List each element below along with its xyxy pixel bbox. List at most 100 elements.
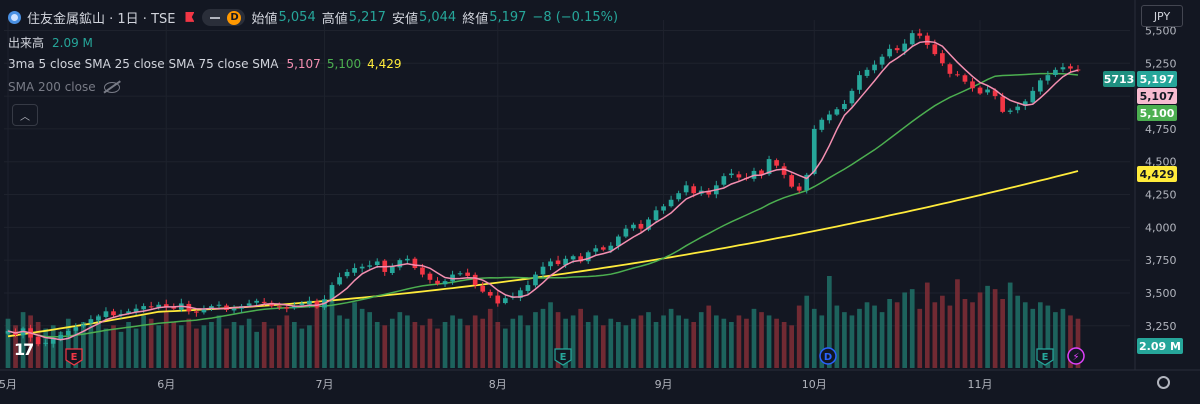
sma200-legend[interactable]: SMA 200 close bbox=[8, 80, 120, 94]
dividend-marker bbox=[819, 347, 837, 365]
high-label: 高値 bbox=[321, 12, 348, 27]
eye-hidden-icon[interactable] bbox=[103, 81, 120, 93]
candle-body bbox=[608, 245, 614, 251]
volume-bar bbox=[962, 299, 968, 368]
candle-body bbox=[216, 304, 222, 306]
volume-bar bbox=[653, 322, 659, 368]
split-marker bbox=[1067, 347, 1085, 365]
volume-bar bbox=[1000, 299, 1005, 368]
volume-bar bbox=[1045, 305, 1051, 368]
tradingview-logo-icon[interactable]: 17 bbox=[14, 340, 34, 359]
candle-body bbox=[329, 285, 335, 300]
candle-body bbox=[201, 308, 207, 313]
candle-body bbox=[194, 311, 199, 313]
minus-icon bbox=[210, 16, 221, 19]
candle-body bbox=[842, 103, 847, 109]
volume-bar bbox=[608, 318, 614, 368]
collapse-legend-button[interactable]: ︿ bbox=[12, 104, 38, 126]
volume-bar bbox=[864, 302, 870, 368]
currency-button[interactable]: JPY bbox=[1141, 5, 1183, 27]
volume-bar bbox=[141, 315, 146, 368]
volume-bar bbox=[842, 312, 847, 368]
volume-bar bbox=[442, 322, 448, 368]
volume-bar bbox=[563, 318, 568, 368]
volume-bar bbox=[148, 318, 154, 368]
volume-bar bbox=[909, 289, 915, 368]
volume-bar bbox=[698, 312, 704, 368]
ma-label: 3ma 5 close SMA 25 close SMA 75 close SM… bbox=[8, 57, 279, 71]
candle-body bbox=[284, 307, 290, 309]
candle-body bbox=[5, 331, 11, 334]
volume-bar bbox=[171, 322, 177, 368]
volume-bar bbox=[261, 322, 267, 368]
ma-legend[interactable]: 3ma 5 close SMA 25 close SMA 75 close SM… bbox=[8, 57, 402, 71]
volume-bar bbox=[616, 322, 621, 368]
volume-bar bbox=[638, 315, 644, 368]
volume-bar bbox=[397, 312, 403, 368]
candle-body bbox=[676, 193, 681, 200]
candle-body bbox=[857, 75, 862, 90]
price-tick-label: 4,500 bbox=[1145, 156, 1177, 169]
candle-body bbox=[299, 303, 305, 306]
volume-bar bbox=[209, 322, 214, 368]
event-marker-label: E bbox=[71, 352, 78, 363]
settings-icon[interactable] bbox=[1157, 376, 1170, 389]
price-tick-label: 3,750 bbox=[1145, 254, 1177, 267]
candle-body bbox=[118, 313, 124, 315]
volume-tag-bg bbox=[1103, 71, 1135, 87]
volume-bar bbox=[646, 312, 651, 368]
candle-body bbox=[977, 87, 983, 94]
candle-body bbox=[427, 273, 433, 280]
candle-body bbox=[96, 316, 101, 320]
event-marker-label: E bbox=[560, 352, 567, 363]
candle-body bbox=[374, 261, 380, 265]
volume-bar bbox=[405, 315, 410, 368]
volume-bar bbox=[427, 318, 433, 368]
candle-body bbox=[811, 128, 817, 174]
volume-bar bbox=[1030, 308, 1036, 368]
candle-body bbox=[540, 266, 546, 275]
ma75-value: 4,429 bbox=[367, 57, 402, 71]
candle-body bbox=[314, 301, 320, 308]
candle-body bbox=[992, 90, 998, 97]
ma5-value: 5,107 bbox=[286, 57, 321, 71]
candle-body bbox=[435, 280, 440, 284]
candle-body bbox=[653, 210, 659, 221]
toggle-pill[interactable]: D bbox=[202, 9, 246, 26]
candle-body bbox=[879, 56, 885, 65]
volume-bar bbox=[955, 279, 960, 368]
volume-bar bbox=[314, 305, 320, 368]
price-tick-label: 3,500 bbox=[1145, 287, 1177, 300]
volume-bar bbox=[126, 322, 131, 368]
flag-icon[interactable] bbox=[185, 12, 195, 22]
candle-body bbox=[819, 119, 825, 130]
volume-bar bbox=[548, 302, 553, 368]
candle-body bbox=[668, 199, 674, 207]
price-tick-label: 4,000 bbox=[1145, 221, 1177, 234]
candle-body bbox=[126, 311, 131, 314]
candle-body bbox=[548, 261, 553, 267]
ma75-tag-bg bbox=[1137, 166, 1177, 182]
candle-body bbox=[796, 186, 802, 191]
sma200-label: SMA 200 close bbox=[8, 80, 96, 94]
volume-bar bbox=[970, 302, 975, 368]
volume-bar bbox=[729, 322, 734, 368]
time-axis-label: 8月 bbox=[489, 378, 507, 391]
volume-bar bbox=[81, 322, 86, 368]
volume-legend[interactable]: 出来高 2.09 M bbox=[8, 34, 93, 51]
ma25-line bbox=[7, 72, 1079, 338]
candle-body bbox=[729, 173, 734, 176]
symbol-title[interactable]: 住友金属鉱山 · 1日 · TSE bbox=[27, 12, 176, 27]
candle-body bbox=[397, 260, 403, 268]
candle-body bbox=[81, 324, 86, 327]
candle-body bbox=[593, 248, 599, 252]
candle-body bbox=[872, 64, 877, 71]
volume-bar bbox=[352, 302, 357, 368]
candle-body bbox=[254, 300, 259, 303]
price-tick-label: 4,750 bbox=[1145, 123, 1177, 136]
candle-body bbox=[209, 306, 214, 309]
earnings-marker bbox=[1036, 348, 1054, 366]
price-tick-label: 4,250 bbox=[1145, 189, 1177, 202]
volume-bar bbox=[857, 308, 862, 368]
